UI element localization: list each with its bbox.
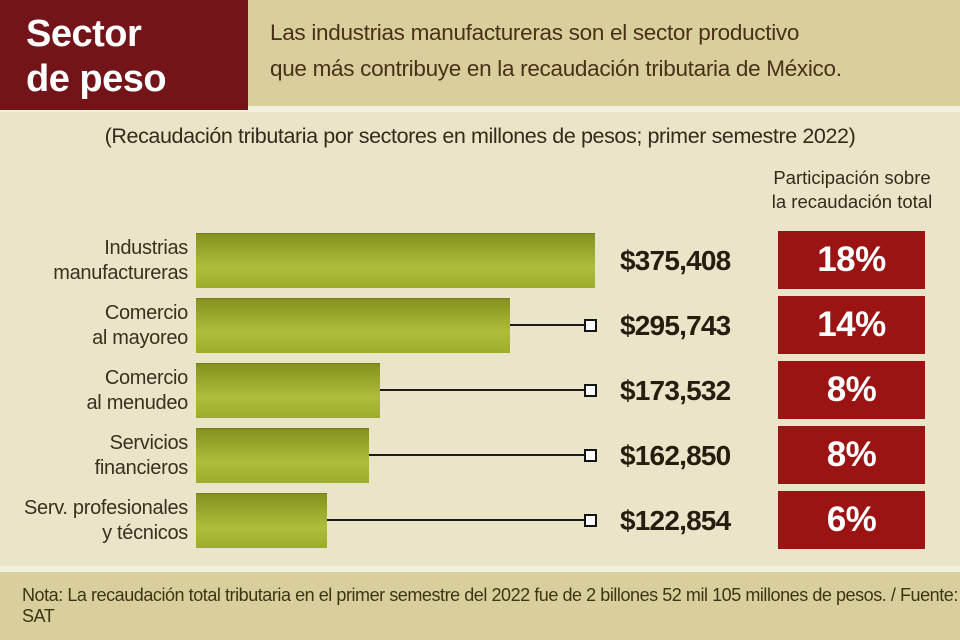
value-bar (196, 233, 595, 288)
chart-row: Serv. profesionales y técnicos $122,854 … (0, 488, 960, 553)
footer-note-text: Nota: La recaudación total tributaria en… (22, 585, 958, 626)
callout-square-marker (584, 449, 597, 462)
lede-line1: Las industrias manufactureras son el sec… (270, 20, 800, 45)
chart-row: Servicios financieros $162,850 8% (0, 423, 960, 488)
value-bar (196, 493, 327, 548)
chart-row: Comercio al menudeo $173,532 8% (0, 358, 960, 423)
category-label-line2: y técnicos (102, 521, 188, 544)
share-header-line2: la recaudación total (771, 190, 933, 212)
chart-row: Comercio al mayoreo $295,743 14% (0, 293, 960, 358)
value-bar (196, 298, 510, 353)
category-label-line1: Comercio (104, 366, 188, 389)
lede-line2: que más contribuye en la recaudación tri… (270, 56, 842, 81)
share-badge: 6% (778, 491, 925, 549)
share-column-header: Participación sobre la recaudación total (760, 166, 944, 213)
chart-row: Industrias manufactureras $375,408 18% (0, 228, 960, 293)
category-label: Comercio al menudeo (0, 358, 188, 423)
callout-line (327, 519, 584, 521)
category-label-line2: financieros (94, 456, 189, 479)
category-label-line2: manufactureras (53, 261, 188, 284)
category-label-line1: Servicios (109, 431, 189, 454)
category-label-line2: al menudeo (86, 391, 188, 414)
callout-line (380, 389, 584, 391)
share-badge: 18% (778, 231, 925, 289)
kicker-line1: Sector (26, 13, 142, 55)
category-label: Comercio al mayoreo (0, 293, 188, 358)
kicker-line2: de peso (26, 58, 167, 100)
footer-note-bar: Nota: La recaudación total tributaria en… (0, 572, 960, 640)
callout-line (510, 324, 584, 326)
kicker-box: Sector de peso (0, 0, 248, 110)
bar-chart-rows: Industrias manufactureras $375,408 18% C… (0, 228, 960, 553)
lede-text: Las industrias manufactureras son el sec… (270, 15, 950, 87)
value-label: $295,743 (620, 309, 731, 341)
chart-subtitle: (Recaudación tributaria por sectores en … (104, 124, 856, 148)
value-bar (196, 428, 369, 483)
value-label: $162,850 (620, 439, 731, 471)
category-label-line2: al mayoreo (92, 326, 188, 349)
category-label: Servicios financieros (0, 423, 189, 488)
value-label: $173,532 (620, 374, 731, 406)
category-label-line1: Serv. profesionales (23, 496, 188, 519)
category-label-line1: Comercio (104, 301, 188, 324)
share-badge: 8% (778, 361, 925, 419)
share-header-line1: Participación sobre (773, 167, 931, 188)
category-label-line1: Industrias (104, 236, 188, 259)
value-label: $122,854 (620, 504, 731, 536)
callout-square-marker (584, 319, 597, 332)
value-label: $375,408 (620, 244, 731, 276)
callout-square-marker (584, 514, 597, 527)
category-label: Serv. profesionales y técnicos (0, 488, 188, 553)
value-bar (196, 363, 380, 418)
share-badge: 14% (778, 296, 925, 354)
callout-square-marker (584, 384, 597, 397)
category-label: Industrias manufactureras (0, 228, 188, 293)
callout-line (369, 454, 584, 456)
share-badge: 8% (778, 426, 925, 484)
